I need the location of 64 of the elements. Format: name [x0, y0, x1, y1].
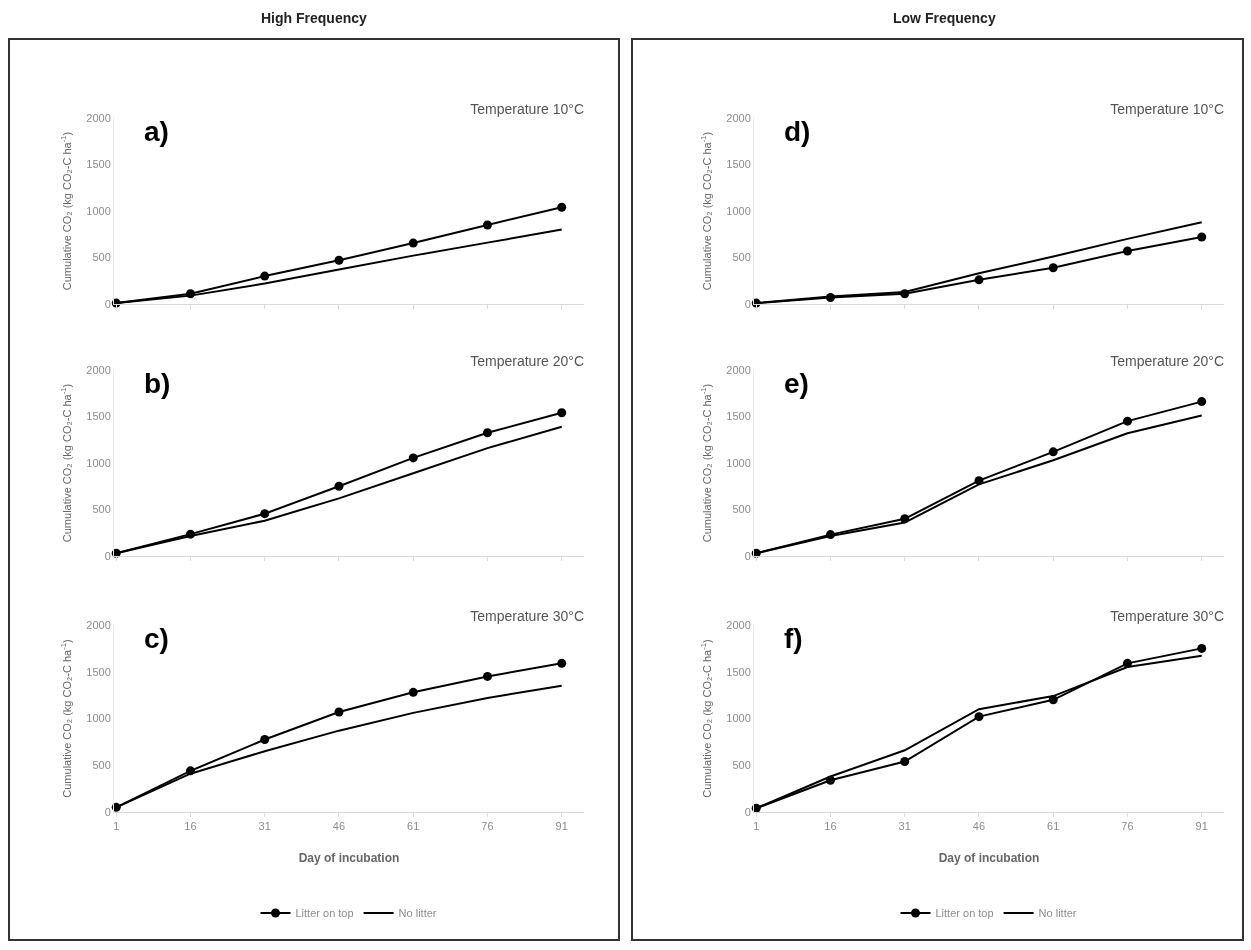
chart-title: Temperature 10°C	[1110, 101, 1224, 117]
y-tick-label: 1000	[726, 204, 751, 217]
annotation: a)	[144, 116, 169, 147]
legend-label: No litter	[1038, 907, 1077, 920]
y-tick-label: 500	[732, 759, 751, 772]
chart-title: Temperature 30°C	[1110, 608, 1224, 624]
y-tick-label: 1500	[726, 158, 751, 171]
y-tick-label: 1000	[726, 456, 751, 469]
chart-title: Temperature 10°C	[470, 101, 584, 117]
annotation: e)	[784, 368, 809, 399]
y-tick-label: 1500	[726, 410, 751, 423]
y-tick-label: 0	[104, 549, 111, 562]
y-tick-label: 1000	[86, 456, 111, 469]
y-tick-label: 500	[732, 251, 751, 264]
x-tick-label: 91	[1195, 820, 1208, 833]
y-tick-label: 1500	[86, 665, 111, 678]
x-axis-title: Day of incubation	[298, 851, 400, 866]
x-tick-label: 91	[555, 820, 568, 833]
chart-subtitle: High Frequency	[261, 10, 368, 26]
y-tick-label: 500	[92, 503, 111, 516]
annotation: c)	[144, 623, 169, 654]
x-tick-label: 76	[1121, 820, 1134, 833]
y-tick-label: 0	[744, 805, 751, 818]
y-tick-label: 0	[744, 297, 751, 310]
y-tick-label: 1000	[726, 712, 751, 725]
x-tick-label: 31	[258, 820, 271, 833]
legend-label: No litter	[398, 907, 437, 920]
chart-title: Temperature 20°C	[470, 353, 584, 369]
chart-subtitle: Low Frequency	[893, 10, 996, 26]
y-tick-label: 2000	[86, 363, 111, 376]
x-tick-label: 61	[407, 820, 420, 833]
x-tick-label: 46	[332, 820, 346, 833]
y-tick-label: 0	[104, 297, 111, 310]
x-tick-label: 16	[184, 820, 197, 833]
y-tick-label: 2000	[86, 111, 111, 124]
x-tick-label: 1	[753, 820, 760, 833]
x-tick-label: 31	[898, 820, 911, 833]
y-tick-label: 2000	[726, 618, 751, 631]
x-axis-title: Day of incubation	[938, 851, 1040, 866]
annotation: d)	[784, 116, 811, 147]
chart-title: Temperature 20°C	[1110, 353, 1224, 369]
y-tick-label: 1000	[86, 712, 111, 725]
x-tick-label: 16	[824, 820, 837, 833]
legend-label: Litter on top	[935, 907, 994, 920]
x-tick-label: 61	[1047, 820, 1060, 833]
x-tick-label: 76	[481, 820, 494, 833]
y-tick-label: 1500	[726, 665, 751, 678]
legend-label: Litter on top	[295, 907, 354, 920]
y-tick-label: 500	[732, 503, 751, 516]
y-tick-label: 2000	[726, 111, 751, 124]
y-tick-label: 1500	[86, 158, 111, 171]
y-tick-label: 2000	[726, 363, 751, 376]
y-tick-label: 1000	[86, 204, 111, 217]
y-tick-label: 2000	[86, 618, 111, 631]
annotation: b)	[144, 368, 171, 399]
annotation: f)	[784, 623, 803, 654]
chart-title: Temperature 30°C	[470, 608, 584, 624]
x-tick-label: 46	[972, 820, 986, 833]
y-tick-label: 500	[92, 759, 111, 772]
y-tick-label: 1500	[86, 410, 111, 423]
y-tick-label: 500	[92, 251, 111, 264]
y-tick-label: 0	[104, 805, 111, 818]
y-tick-label: 0	[744, 549, 751, 562]
x-tick-label: 1	[113, 820, 120, 833]
